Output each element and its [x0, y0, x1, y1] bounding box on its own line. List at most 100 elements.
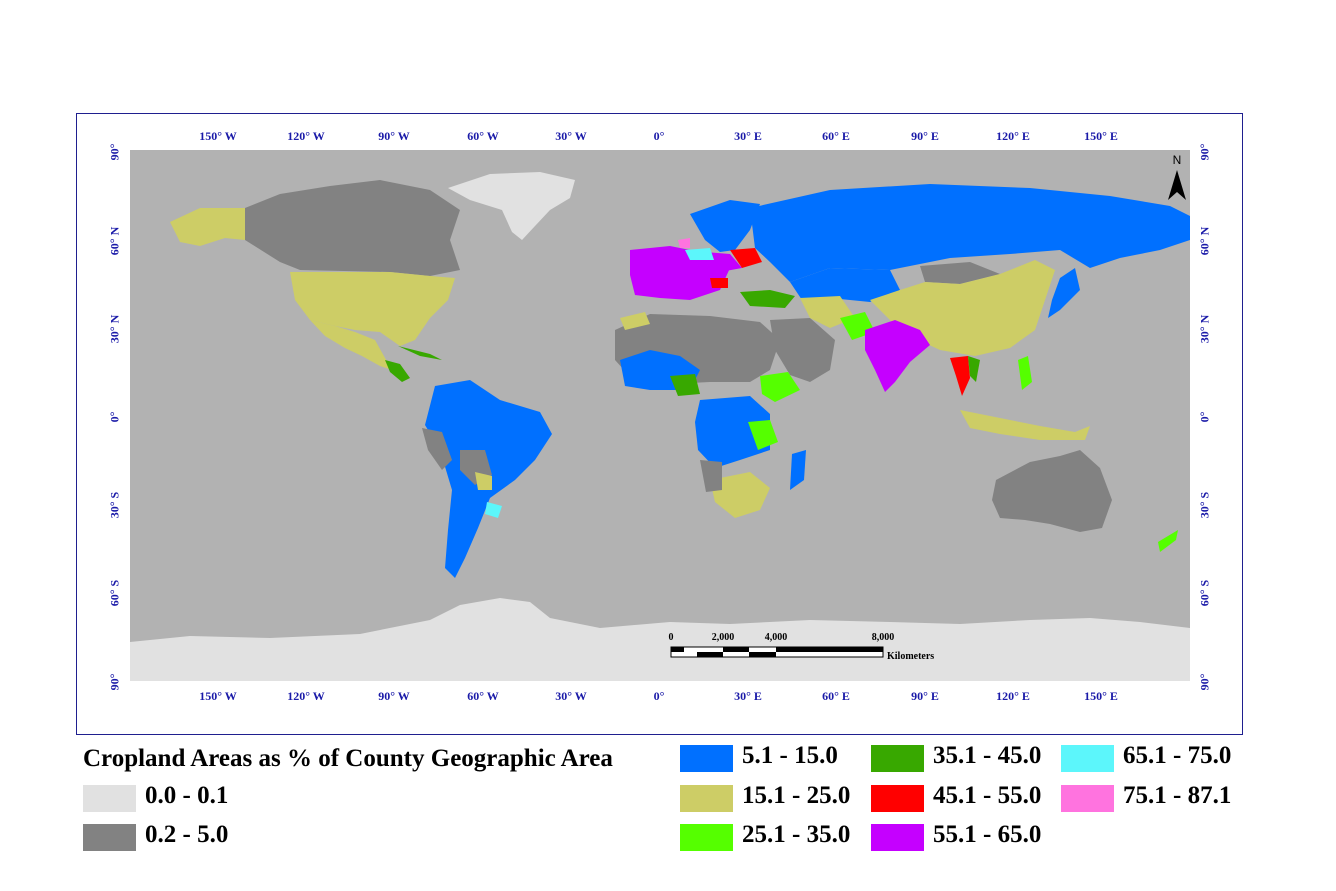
legend-label: 0.2 - 5.0 — [145, 821, 229, 848]
legend-label: 65.1 - 75.0 — [1123, 742, 1232, 769]
legend-label: 15.1 - 25.0 — [742, 782, 851, 809]
lon-tick-top: 60° W — [467, 129, 499, 143]
north-label: N — [1173, 153, 1182, 167]
legend-label: 45.1 - 55.0 — [933, 782, 1042, 809]
lat-tick-right: 90° — [1197, 673, 1212, 691]
region-paraguay — [475, 472, 492, 490]
region-arabia — [770, 318, 835, 382]
legend-swatch — [83, 824, 136, 851]
lon-tick-top: 120° E — [996, 129, 1030, 143]
region-central-africa — [695, 396, 770, 468]
lat-tick-right: 30° S — [1197, 491, 1212, 519]
lon-tick-bottom: 30° W — [555, 689, 587, 703]
lon-tick-top: 60° E — [822, 129, 850, 143]
lat-tick-right: 0° — [1197, 411, 1212, 423]
region-nigeria — [670, 374, 700, 396]
scale-label-4000: 4,000 — [765, 632, 788, 643]
world-cropland-map: N 0 2,000 4,000 8,000 Kilometers — [130, 150, 1190, 681]
legend-swatch — [1061, 745, 1114, 772]
region-mexico — [310, 320, 392, 370]
region-russia — [750, 184, 1190, 282]
lon-tick-top: 30° E — [734, 129, 762, 143]
legend-swatch — [680, 785, 733, 812]
lon-tick-bottom: 30° E — [734, 689, 762, 703]
region-canada — [245, 180, 460, 276]
region-usa — [290, 272, 455, 346]
region-greenland — [448, 172, 575, 240]
lon-tick-bottom: 60° W — [467, 689, 499, 703]
scale-label-2000: 2,000 — [712, 632, 735, 643]
lon-tick-top: 120° W — [287, 129, 325, 143]
lon-tick-bottom: 150° E — [1084, 689, 1118, 703]
legend-title: Cropland Areas as % of County Geographic… — [83, 745, 613, 772]
lon-tick-top: 150° E — [1084, 129, 1118, 143]
north-arrow-icon — [1168, 170, 1186, 200]
legend-label: 25.1 - 35.0 — [742, 821, 851, 848]
lon-tick-bottom: 150° W — [199, 689, 237, 703]
lon-tick-top: 90° W — [378, 129, 410, 143]
scale-unit: Kilometers — [887, 651, 934, 662]
region-india — [865, 320, 930, 392]
lon-tick-bottom: 120° E — [996, 689, 1030, 703]
region-uruguay — [485, 502, 502, 518]
lon-tick-top: 30° W — [555, 129, 587, 143]
lon-tick-bottom: 60° E — [822, 689, 850, 703]
region-morocco — [620, 312, 650, 330]
lon-tick-bottom: 90° E — [911, 689, 939, 703]
legend-swatch — [1061, 785, 1114, 812]
lon-tick-bottom: 90° W — [378, 689, 410, 703]
legend-label: 0.0 - 0.1 — [145, 782, 229, 809]
legend-swatch — [871, 785, 924, 812]
legend-label: 75.1 - 87.1 — [1123, 782, 1232, 809]
legend-swatch — [871, 824, 924, 851]
lon-tick-bottom: 0° — [653, 689, 665, 703]
legend-label: 5.1 - 15.0 — [742, 742, 838, 769]
region-namibia — [700, 460, 722, 492]
lat-tick-right: 60° N — [1197, 226, 1212, 256]
lat-tick-left: 90° — [107, 673, 122, 691]
lat-tick-right: 60° S — [1197, 579, 1212, 607]
lat-tick-left: 90° — [107, 143, 122, 161]
lat-tick-right: 90° — [1197, 143, 1212, 161]
lon-tick-top: 150° W — [199, 129, 237, 143]
region-antarctica — [130, 598, 1190, 681]
region-scandinavia — [690, 200, 760, 252]
region-madagascar — [790, 450, 806, 490]
region-tanzania — [748, 420, 778, 450]
lon-tick-bottom: 120° W — [287, 689, 325, 703]
region-hungary — [710, 278, 728, 288]
map-frame — [76, 113, 1243, 735]
lon-tick-top: 90° E — [911, 129, 939, 143]
lon-tick-top: 0° — [653, 129, 665, 143]
region-denmark — [678, 238, 690, 248]
region-ukraine — [730, 248, 762, 268]
north-arrow: N — [1168, 153, 1186, 200]
lat-tick-left: 0° — [107, 411, 122, 423]
region-turkey — [740, 290, 795, 308]
region-central-america — [385, 360, 410, 382]
region-alaska — [170, 208, 245, 246]
lat-tick-left: 60° N — [107, 226, 122, 256]
region-peru — [422, 428, 452, 470]
region-cuba — [398, 346, 442, 360]
legend-swatch — [680, 824, 733, 851]
region-baltic — [685, 248, 714, 260]
legend-label: 55.1 - 65.0 — [933, 821, 1042, 848]
region-australia — [992, 450, 1112, 532]
legend-swatch — [871, 745, 924, 772]
region-philippines — [1018, 356, 1032, 390]
region-poland — [705, 252, 742, 272]
region-new-zealand — [1158, 530, 1178, 552]
region-kazakhstan — [790, 268, 900, 302]
lat-tick-left: 60° S — [107, 579, 122, 607]
lat-tick-left: 30° N — [107, 314, 122, 344]
scale-label-8000: 8,000 — [872, 632, 895, 643]
scale-label-0: 0 — [669, 632, 674, 643]
region-southern-africa — [710, 472, 770, 518]
legend-label: 35.1 - 45.0 — [933, 742, 1042, 769]
region-vietnam — [968, 356, 980, 382]
region-thailand — [950, 356, 970, 396]
region-ethiopia — [760, 372, 800, 402]
region-japan — [1048, 268, 1080, 318]
region-indonesia — [960, 410, 1090, 440]
